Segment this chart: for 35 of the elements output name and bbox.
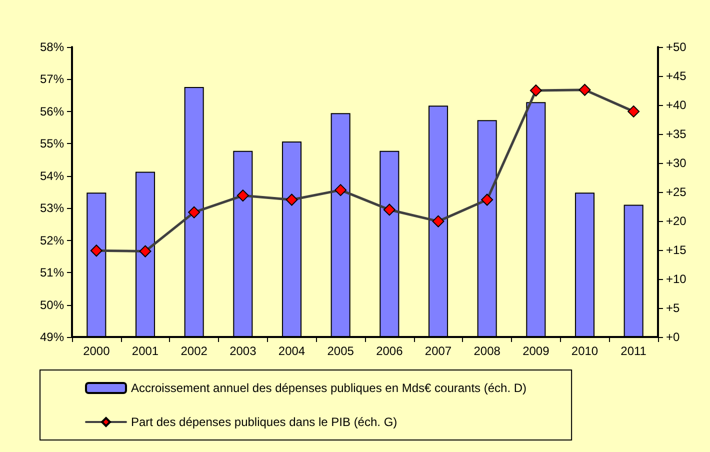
y-tick-label: 57% <box>40 72 64 86</box>
y-tick-label: 49% <box>40 330 64 344</box>
y2-tick-label: +50 <box>666 40 687 54</box>
y2-tick-label: +5 <box>666 301 680 315</box>
x-tick-label: 2000 <box>83 344 110 358</box>
y-tick-label: 56% <box>40 104 64 118</box>
x-tick-label: 2001 <box>132 344 159 358</box>
y-tick-label: 54% <box>40 168 64 183</box>
x-tick-label: 2005 <box>327 344 354 358</box>
y2-tick-label: +10 <box>666 272 687 286</box>
y2-tick-label: +30 <box>666 156 687 170</box>
y-tick-label: 50% <box>40 298 64 312</box>
y-tick-label: 58% <box>40 40 64 54</box>
y2-tick-label: +45 <box>666 69 687 83</box>
x-tick-label: 2006 <box>376 344 404 358</box>
x-tick-label: 2002 <box>180 344 208 358</box>
y-tick-label: 52% <box>40 233 64 248</box>
y-tick-label: 51% <box>40 266 64 280</box>
legend-label: Part des dépenses publiques dans le PIB (éch. G) <box>131 415 398 429</box>
legend-label: Accroissement annuel des dépenses publiques en Mds€ courants (éch. D) <box>131 381 527 395</box>
x-tick-label: 2004 <box>278 344 306 358</box>
x-tick-label: 2003 <box>230 344 257 358</box>
x-tick-label: 2010 <box>571 344 598 358</box>
y-tick-label: 55% <box>40 136 64 151</box>
y-tick-label: 53% <box>40 201 64 216</box>
x-tick-label: 2009 <box>522 344 550 358</box>
y2-tick-label: +25 <box>666 185 687 199</box>
x-tick-label: 2011 <box>620 344 647 358</box>
x-tick-label: 2007 <box>424 344 452 358</box>
y2-tick-label: +40 <box>666 98 687 112</box>
y2-tick-label: +20 <box>666 214 687 228</box>
y2-tick-label: +15 <box>666 243 687 257</box>
y2-tick-label: +35 <box>666 127 687 141</box>
y2-tick-label: +0 <box>666 330 680 344</box>
x-tick-label: 2008 <box>474 344 501 358</box>
